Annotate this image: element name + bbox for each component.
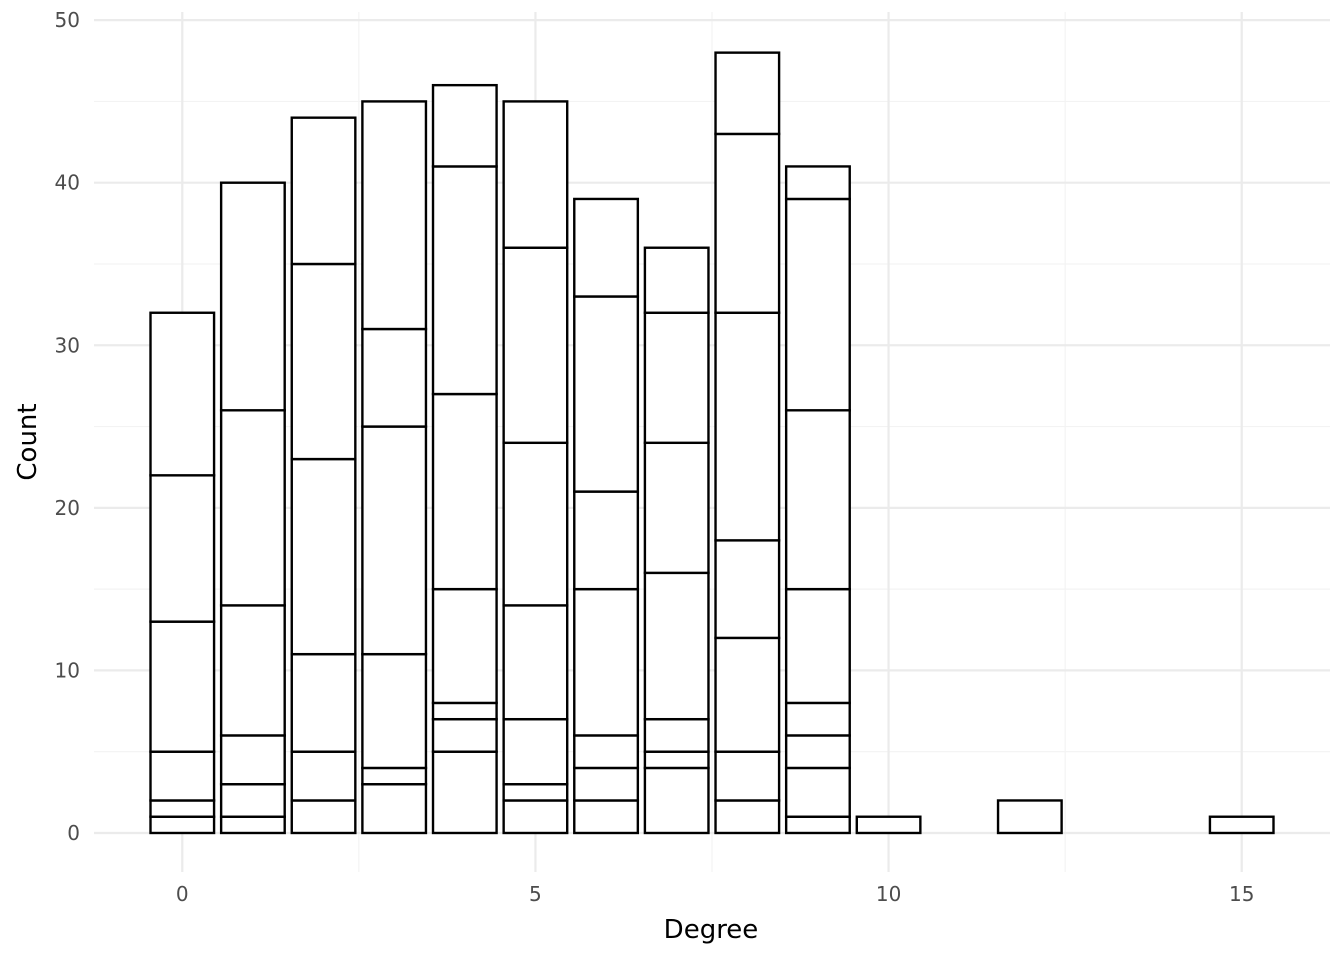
bar-segment xyxy=(431,587,498,705)
bar-segment xyxy=(431,83,498,168)
bar-segment xyxy=(784,815,851,835)
bar-segment xyxy=(573,587,640,737)
bar-segment xyxy=(643,311,710,445)
bar xyxy=(290,116,357,835)
bar-segment xyxy=(431,750,498,835)
bar-segment xyxy=(784,734,851,770)
bar xyxy=(855,815,922,835)
bar-segment xyxy=(361,652,428,770)
bar-segment xyxy=(290,799,357,835)
bar-segment xyxy=(149,799,216,818)
bar-segment xyxy=(361,327,428,428)
bar-segment xyxy=(502,783,569,802)
bar xyxy=(643,246,710,835)
bar-segment xyxy=(784,701,851,737)
bar-segment xyxy=(149,815,216,835)
bar-segment xyxy=(502,246,569,445)
bar-segment xyxy=(643,441,710,575)
bar-segment xyxy=(643,717,710,753)
bar-segment xyxy=(431,717,498,753)
y-tick-label: 10 xyxy=(55,658,80,682)
bar-segment xyxy=(714,799,781,835)
bar-segment xyxy=(290,116,357,266)
bar-segment xyxy=(431,701,498,721)
bar xyxy=(219,181,286,835)
bar-segment xyxy=(573,490,640,591)
bar xyxy=(714,51,781,835)
x-tick-labels: 0 5 10 15 xyxy=(176,882,1255,906)
bar-segment xyxy=(149,474,216,623)
bar-segment xyxy=(219,815,286,835)
x-tick-label: 10 xyxy=(876,882,901,906)
bar-segment xyxy=(643,246,710,314)
bar-segment xyxy=(714,132,781,314)
y-tick-label: 30 xyxy=(55,333,80,357)
y-tick-label: 20 xyxy=(55,496,80,520)
bar-segment xyxy=(502,441,569,607)
bar-segment xyxy=(784,409,851,591)
bar-segment xyxy=(714,636,781,753)
bar-segment xyxy=(784,766,851,818)
bar-segment xyxy=(714,51,781,136)
bar-segment xyxy=(784,165,851,201)
bar xyxy=(996,799,1063,835)
bar xyxy=(784,165,851,835)
bar-segment xyxy=(643,750,710,770)
bar-segment xyxy=(996,799,1063,835)
bar-segment xyxy=(431,165,498,396)
bar xyxy=(1208,815,1275,835)
bar-segment xyxy=(643,571,710,721)
bar-segment xyxy=(502,799,569,835)
bar-segment xyxy=(784,587,851,705)
bar xyxy=(431,83,498,835)
bar-segment xyxy=(361,766,428,786)
y-tick-labels: 0 10 20 30 40 50 xyxy=(55,8,80,845)
bar-segment xyxy=(149,620,216,753)
bar-segment xyxy=(431,392,498,591)
bar xyxy=(149,311,216,835)
bar-segment xyxy=(784,197,851,412)
y-tick-label: 50 xyxy=(55,8,80,32)
bar-segment xyxy=(573,799,640,835)
bars xyxy=(149,51,1275,835)
y-tick-label: 40 xyxy=(55,171,80,195)
x-axis-title: Degree xyxy=(664,915,759,945)
bar xyxy=(502,100,569,835)
bar-segment xyxy=(502,717,569,786)
bar-segment xyxy=(290,262,357,461)
bar-segment xyxy=(149,750,216,802)
bar xyxy=(361,100,428,835)
bar-segment xyxy=(219,409,286,607)
bar-segment xyxy=(219,783,286,818)
bar-segment xyxy=(714,750,781,802)
bar-segment xyxy=(714,311,781,542)
bar-segment xyxy=(643,766,710,835)
bar-segment xyxy=(361,783,428,835)
x-tick-label: 0 xyxy=(176,882,189,906)
bar xyxy=(573,197,640,835)
bar-segment xyxy=(290,652,357,753)
x-tick-label: 5 xyxy=(529,882,542,906)
bar-segment xyxy=(502,604,569,721)
bar-segment xyxy=(573,197,640,298)
bar-segment xyxy=(290,457,357,656)
bar-segment xyxy=(855,815,922,835)
bar-segment xyxy=(290,750,357,802)
bar-segment xyxy=(361,425,428,656)
y-tick-label: 0 xyxy=(67,821,80,845)
bar-segment xyxy=(219,734,286,786)
bar-segment xyxy=(714,539,781,640)
y-axis-title: Count xyxy=(13,403,43,480)
bar-segment xyxy=(361,100,428,331)
bar-segment xyxy=(573,766,640,802)
bar-segment xyxy=(219,604,286,737)
bar-segment xyxy=(1208,815,1275,835)
bar-segment xyxy=(149,311,216,477)
x-tick-label: 15 xyxy=(1229,882,1254,906)
bar-segment xyxy=(219,181,286,412)
bar-segment xyxy=(502,100,569,249)
bar-segment xyxy=(573,734,640,770)
bar-segment xyxy=(573,295,640,493)
